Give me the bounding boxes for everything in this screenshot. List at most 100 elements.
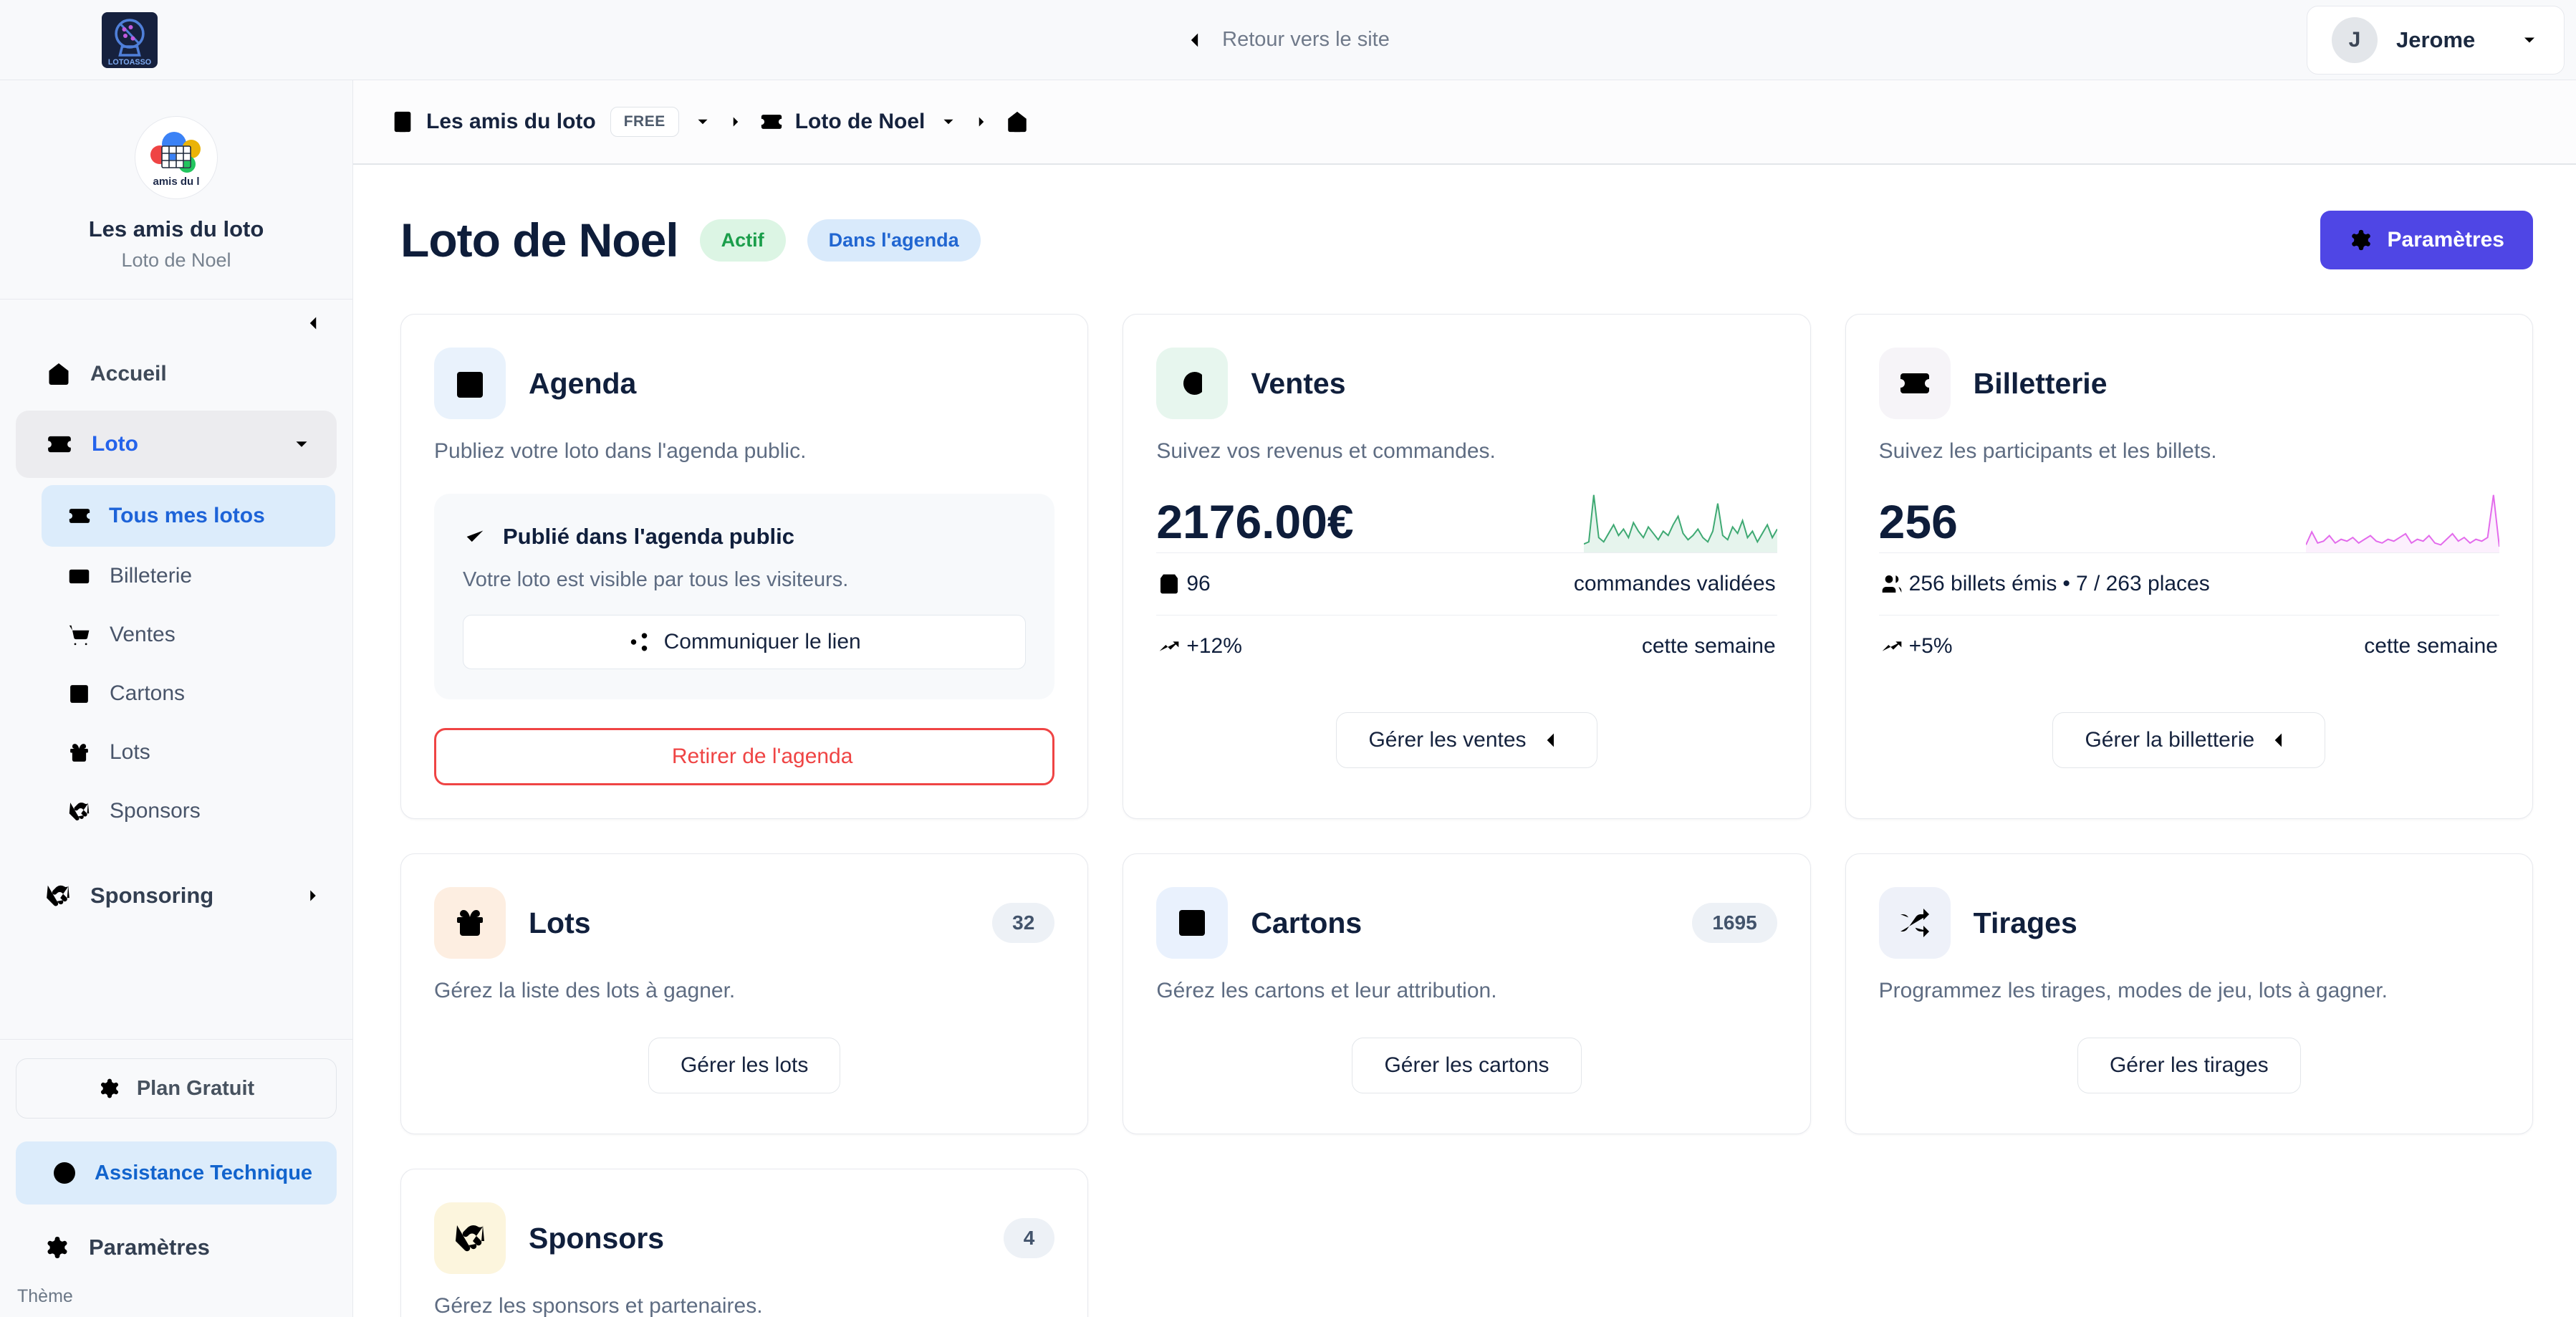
theme-label: Thème <box>17 1286 73 1306</box>
card-title: Cartons <box>1251 906 1363 939</box>
orders-stat-row: 96 commandes validées <box>1156 552 1777 615</box>
shopping-bag-icon <box>1158 573 1181 595</box>
chevron-left-icon <box>301 311 325 335</box>
sponsors-card: Sponsors 4 Gérez les sponsors et partena… <box>400 1169 1089 1317</box>
back-to-site-label: Retour vers le site <box>1222 28 1390 51</box>
sidebar-item-sponsors[interactable]: Sponsors <box>0 782 352 841</box>
places-label: 7 / 263 places <box>2075 572 2210 595</box>
cartons-tile <box>1156 887 1229 959</box>
sidebar-item-ventes[interactable]: Ventes <box>0 605 352 664</box>
sidebar-group-loto[interactable]: Loto <box>16 411 337 478</box>
main-content: Les amis du loto FREE Loto de Noel Loto … <box>353 80 2576 1317</box>
breadcrumb-org[interactable]: Les amis du loto <box>390 110 596 134</box>
handshake-icon <box>44 882 72 909</box>
sidebar-item-cartons[interactable]: Cartons <box>0 664 352 723</box>
sidebar-divider <box>0 299 352 300</box>
billetterie-card: Billetterie Suivez les participants et l… <box>1845 314 2533 819</box>
breadcrumb: Les amis du loto FREE Loto de Noel <box>353 80 2576 165</box>
lotoasso-logo-icon: LOTOASSO <box>108 18 151 67</box>
manage-tirages-label: Gérer les tirages <box>2109 1053 2269 1077</box>
sidebar-menu: Accueil Loto Tous mes lotos Billeterie V… <box>0 348 352 924</box>
sidebar-item-billeterie[interactable]: Billeterie <box>0 547 352 605</box>
orders-label: commandes validées <box>1573 572 1776 595</box>
ticket-icon <box>67 504 92 528</box>
topbar: LOTOASSO Retour vers le site J Jerome <box>0 0 2576 80</box>
chevron-right-icon <box>972 112 991 131</box>
agenda-published-box: Publié dans l'agenda public Votre loto e… <box>434 494 1055 699</box>
sidebar-item-label: Paramètres <box>89 1235 210 1260</box>
arrow-left-icon <box>1542 729 1565 752</box>
users-icon <box>1880 573 1903 595</box>
published-desc: Votre loto est visible par tous les visi… <box>463 568 849 591</box>
sidebar-item-label: Accueil <box>90 362 167 385</box>
sidebar: amis du l Les amis du loto Loto de Noel … <box>0 80 353 1317</box>
settings-button-label: Paramètres <box>2387 228 2504 252</box>
card-title: Lots <box>529 906 591 939</box>
status-badge: Actif <box>699 219 786 262</box>
cartons-count-badge: 1695 <box>1692 903 1777 943</box>
app-logo[interactable]: LOTOASSO <box>102 11 158 68</box>
card-desc: Programmez les tirages, modes de jeu, lo… <box>1878 979 2388 1002</box>
share-link-label: Communiquer le lien <box>663 630 861 653</box>
tirages-card: Tirages Programmez les tirages, modes de… <box>1845 853 2533 1134</box>
orders-count: 96 <box>1186 572 1211 595</box>
settings-button[interactable]: Paramètres <box>2320 211 2533 269</box>
plan-label: Plan Gratuit <box>136 1076 255 1100</box>
user-name: Jerome <box>2396 27 2476 52</box>
sidebar-item-parametres[interactable]: Paramètres <box>0 1220 352 1275</box>
home-icon[interactable] <box>1005 110 1029 134</box>
bullet: • <box>2062 572 2070 595</box>
calendar-icon <box>453 366 487 401</box>
gear-icon <box>44 1235 70 1260</box>
org-avatar[interactable]: amis du l <box>135 116 218 199</box>
org-header: amis du l Les amis du loto Loto de Noel <box>0 80 352 272</box>
sponsors-count-badge: 4 <box>1003 1218 1055 1258</box>
sidebar-item-label: Sponsoring <box>90 883 214 908</box>
trending-up-icon <box>1880 635 1903 658</box>
shuffle-icon <box>1898 906 1932 940</box>
manage-ventes-button[interactable]: Gérer les ventes <box>1336 712 1597 768</box>
manage-billetterie-button[interactable]: Gérer la billetterie <box>2052 712 2326 768</box>
arrow-left-icon <box>2270 729 2293 752</box>
chevron-down-icon[interactable] <box>939 112 958 131</box>
building-icon <box>390 110 415 134</box>
card-desc: Gérez les cartons et leur attribution. <box>1156 979 1497 1002</box>
sidebar-item-accueil[interactable]: Accueil <box>0 348 352 401</box>
breadcrumb-event[interactable]: Loto de Noel <box>759 110 926 134</box>
page-title: Loto de Noel <box>400 214 679 267</box>
tickets-stat-row: 256 billets émis • 7 / 263 places <box>1878 552 2499 615</box>
lots-count-badge: 32 <box>992 903 1055 943</box>
back-to-site-link[interactable]: Retour vers le site <box>1186 28 1390 52</box>
lots-card: Lots 32 Gérez la liste des lots à gagner… <box>400 853 1089 1134</box>
credit-card-icon <box>67 565 91 588</box>
agenda-card: Agenda Publiez votre loto dans l'agenda … <box>400 314 1089 819</box>
ventes-card: Ventes Suivez vos revenus et commandes. … <box>1123 314 1811 819</box>
user-menu-button[interactable]: J Jerome <box>2307 5 2565 75</box>
lots-tile <box>434 887 506 959</box>
chevron-down-icon[interactable] <box>693 112 712 131</box>
breadcrumb-event-label: Loto de Noel <box>794 110 926 133</box>
euro-icon <box>1175 366 1209 401</box>
plan-gratuit-button[interactable]: Plan Gratuit <box>16 1058 337 1119</box>
chevron-right-icon <box>302 885 324 906</box>
manage-tirages-button[interactable]: Gérer les tirages <box>2077 1038 2301 1093</box>
manage-cartons-label: Gérer les cartons <box>1384 1053 1549 1077</box>
sidebar-item-lots[interactable]: Lots <box>0 723 352 782</box>
sidebar-item-sponsoring[interactable]: Sponsoring <box>0 868 352 924</box>
manage-lots-button[interactable]: Gérer les lots <box>648 1038 841 1093</box>
card-title: Ventes <box>1251 366 1346 400</box>
sidebar-item-tous-mes-lotos[interactable]: Tous mes lotos <box>42 485 335 547</box>
cards-grid: Agenda Publiez votre loto dans l'agenda … <box>400 314 2533 1317</box>
org-subtitle: Loto de Noel <box>121 249 231 271</box>
card-title: Billetterie <box>1973 366 2108 400</box>
assistance-technique-button[interactable]: Assistance Technique <box>16 1141 337 1205</box>
manage-ventes-label: Gérer les ventes <box>1368 728 1527 752</box>
manage-cartons-button[interactable]: Gérer les cartons <box>1352 1038 1582 1093</box>
billetterie-sparkline <box>2305 491 2499 552</box>
sidebar-collapse-button[interactable] <box>301 311 325 337</box>
remove-from-agenda-button[interactable]: Retirer de l'agenda <box>434 728 1055 785</box>
share-link-button[interactable]: Communiquer le lien <box>463 615 1027 669</box>
sidebar-item-label: Loto <box>92 432 138 456</box>
org-logo-image: amis du l <box>150 132 201 188</box>
grid-icon <box>67 682 91 706</box>
